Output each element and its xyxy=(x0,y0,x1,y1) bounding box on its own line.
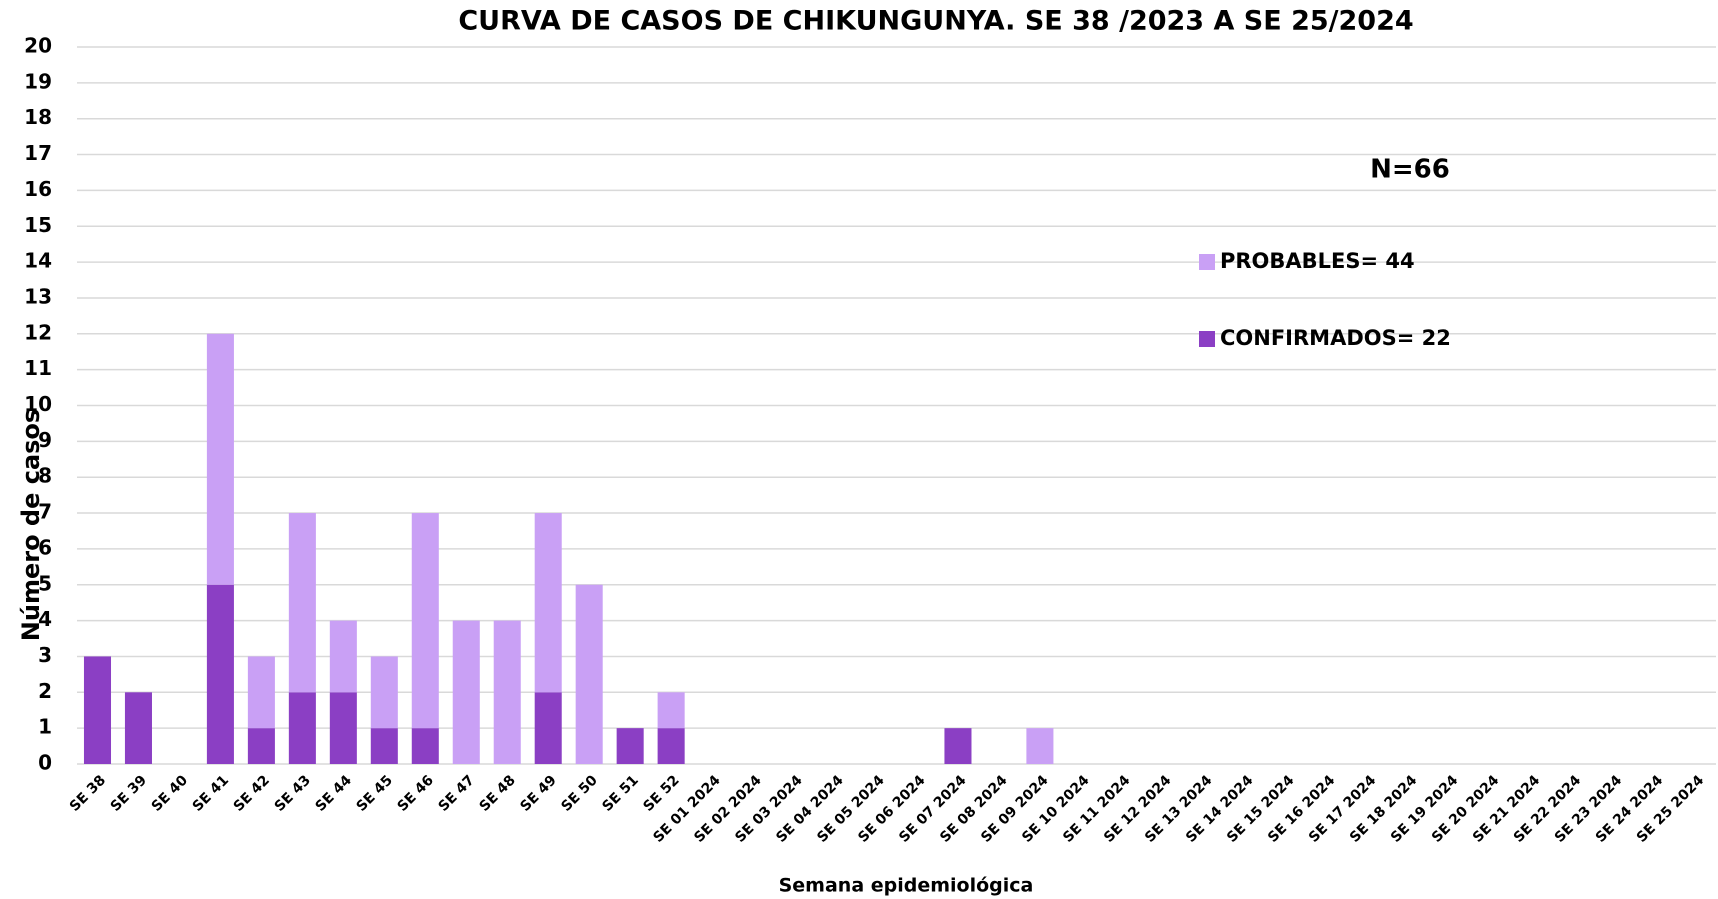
x-tick-label: SE 51 xyxy=(599,772,641,814)
bar-segment xyxy=(411,513,439,729)
bar-segment xyxy=(616,728,644,764)
legend-label: PROBABLES= 44 xyxy=(1220,249,1415,273)
bar-segment xyxy=(288,692,316,764)
y-tick-label: 4 xyxy=(38,607,52,631)
bar-segment xyxy=(534,513,562,693)
y-tick-label: 18 xyxy=(24,105,52,129)
legend-swatch xyxy=(1199,331,1215,347)
bar-segment xyxy=(534,692,562,764)
x-tick-label: SE 43 xyxy=(272,772,314,814)
x-tick-label: SE 40 xyxy=(149,772,192,815)
x-tick-label: SE 49 xyxy=(517,772,559,814)
bar-segment xyxy=(247,656,275,729)
x-tick-label: SE 41 xyxy=(190,772,232,814)
y-tick-label: 2 xyxy=(38,679,52,703)
bar-segment xyxy=(83,656,112,764)
bar-segment xyxy=(206,333,234,585)
y-tick-label: 19 xyxy=(24,69,52,93)
annotation: N=66 xyxy=(1370,155,1450,185)
bar-segment xyxy=(124,692,152,764)
bar-segment xyxy=(575,584,603,764)
bar-segment xyxy=(657,692,685,729)
y-tick-label: 3 xyxy=(38,643,52,667)
y-tick-label: 12 xyxy=(24,320,52,344)
y-tick-label: 14 xyxy=(24,249,52,273)
y-tick-label: 13 xyxy=(24,284,52,308)
y-tick-label: 0 xyxy=(38,751,52,775)
x-tick-label: SE 46 xyxy=(395,772,437,814)
y-tick-label: 1 xyxy=(38,715,52,739)
bar-segment xyxy=(493,620,521,764)
y-tick-label: 17 xyxy=(24,141,52,165)
legend-label: CONFIRMADOS= 22 xyxy=(1220,326,1451,350)
x-tick-label: SE 42 xyxy=(231,772,273,814)
bar-segment xyxy=(657,728,685,764)
bar-segment xyxy=(370,728,398,764)
y-tick-label: 6 xyxy=(38,535,52,559)
x-tick-label: SE 39 xyxy=(108,772,150,814)
x-tick-label: SE 50 xyxy=(558,772,601,815)
x-tick-label: SE 47 xyxy=(435,772,477,814)
bar-segment xyxy=(411,728,439,764)
x-axis-title: Semana epidemiológica xyxy=(779,875,1034,897)
y-tick-label: 7 xyxy=(38,500,52,524)
bar-segment xyxy=(329,620,357,693)
bar-segment xyxy=(247,728,275,764)
x-tick-label: SE 45 xyxy=(354,772,396,814)
y-tick-label: 16 xyxy=(24,177,52,201)
legend-swatch xyxy=(1199,254,1215,270)
bar-segment xyxy=(370,656,398,729)
y-tick-label: 9 xyxy=(38,428,52,452)
bar-segment xyxy=(452,620,480,764)
y-axis-title: Número de casos xyxy=(17,409,45,641)
bar-segment xyxy=(944,728,972,764)
x-tick-label: SE 48 xyxy=(476,772,518,814)
y-tick-label: 15 xyxy=(24,213,52,237)
bar-segment xyxy=(1026,728,1054,764)
bar-segment xyxy=(329,692,357,764)
y-tick-label: 20 xyxy=(24,34,52,58)
y-tick-label: 5 xyxy=(38,571,52,595)
y-tick-label: 8 xyxy=(38,464,52,488)
x-tick-label: SE 44 xyxy=(313,772,356,815)
bar-segment xyxy=(288,513,316,693)
y-tick-label: 10 xyxy=(24,392,52,416)
bar-segment xyxy=(206,584,234,764)
y-tick-label: 11 xyxy=(24,356,52,380)
x-tick-label: SE 38 xyxy=(67,772,109,814)
chart-title: CURVA DE CASOS DE CHIKUNGUNYA. SE 38 /20… xyxy=(458,6,1413,37)
